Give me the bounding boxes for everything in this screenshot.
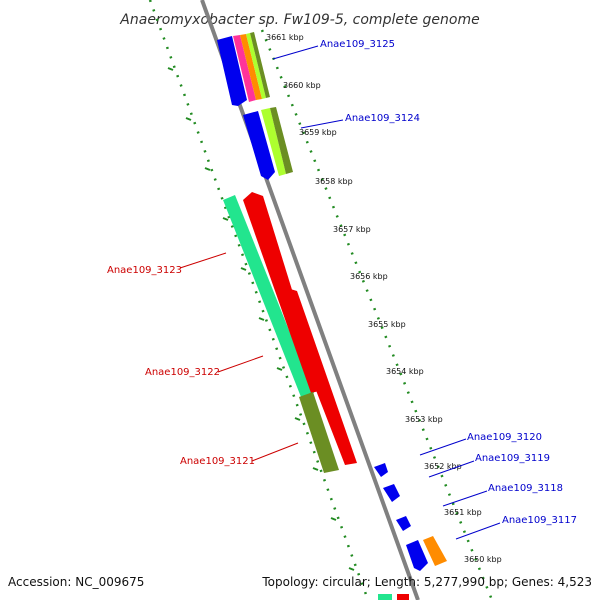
gene-label-3122[interactable]: Anae109_3122 bbox=[145, 367, 220, 378]
gene-label-3121[interactable]: Anae109_3121 bbox=[180, 456, 255, 467]
gene-label-3123[interactable]: Anae109_3123 bbox=[107, 265, 182, 276]
gene-3120-block[interactable] bbox=[374, 463, 388, 477]
tick-label: 3652 kbp bbox=[424, 462, 462, 471]
gene-3121-block[interactable] bbox=[279, 288, 357, 473]
tick-label: 3651 kbp bbox=[444, 508, 482, 517]
outer-dotted-track bbox=[148, 0, 370, 600]
bottom-gene-fragments bbox=[378, 594, 409, 600]
tick-label: 3656 kbp bbox=[350, 272, 388, 281]
tick-label: 3658 kbp bbox=[315, 177, 353, 186]
gene-label-3119[interactable]: Anae109_3119 bbox=[475, 453, 550, 464]
gene-label-3118[interactable]: Anae109_3118 bbox=[488, 483, 563, 494]
tick-label: 3657 kbp bbox=[333, 225, 371, 234]
gene-label-3120[interactable]: Anae109_3120 bbox=[467, 432, 542, 443]
gene-3118-block[interactable] bbox=[396, 516, 411, 531]
gene-3124-block[interactable] bbox=[243, 107, 293, 180]
gene-3123-block[interactable] bbox=[223, 195, 314, 397]
outer-tick-marks bbox=[167, 67, 355, 571]
label-leaders bbox=[179, 45, 501, 540]
gene-label-3125[interactable]: Anae109_3125 bbox=[320, 39, 395, 50]
gene-3125-block[interactable] bbox=[217, 32, 270, 106]
map-title: Anaeromyxobacter sp. Fw109-5, complete g… bbox=[119, 12, 479, 28]
accession-text: Accession: NC_009675 bbox=[8, 575, 144, 589]
tick-label: 3654 kbp bbox=[386, 367, 424, 376]
tick-label: 3659 kbp bbox=[299, 128, 337, 137]
gene-label-3117[interactable]: Anae109_3117 bbox=[502, 515, 577, 526]
tick-label: 3653 kbp bbox=[405, 415, 443, 424]
gene-label-3124[interactable]: Anae109_3124 bbox=[345, 113, 420, 124]
gene-labels: Anae109_3125 Anae109_3124 Anae109_3123 A… bbox=[107, 39, 577, 526]
tick-label: 3650 kbp bbox=[464, 555, 502, 564]
gene-3117-block[interactable] bbox=[406, 536, 447, 571]
gene-3119-block[interactable] bbox=[383, 484, 400, 502]
tick-label: 3655 kbp bbox=[368, 320, 406, 329]
tick-label: 3660 kbp bbox=[283, 81, 321, 90]
kbp-scale: 3661 kbp 3660 kbp 3659 kbp 3658 kbp 3657… bbox=[266, 33, 502, 564]
topology-text: Topology: circular; Length: 5,277,990 bp… bbox=[261, 575, 592, 589]
tick-label: 3661 kbp bbox=[266, 33, 304, 42]
